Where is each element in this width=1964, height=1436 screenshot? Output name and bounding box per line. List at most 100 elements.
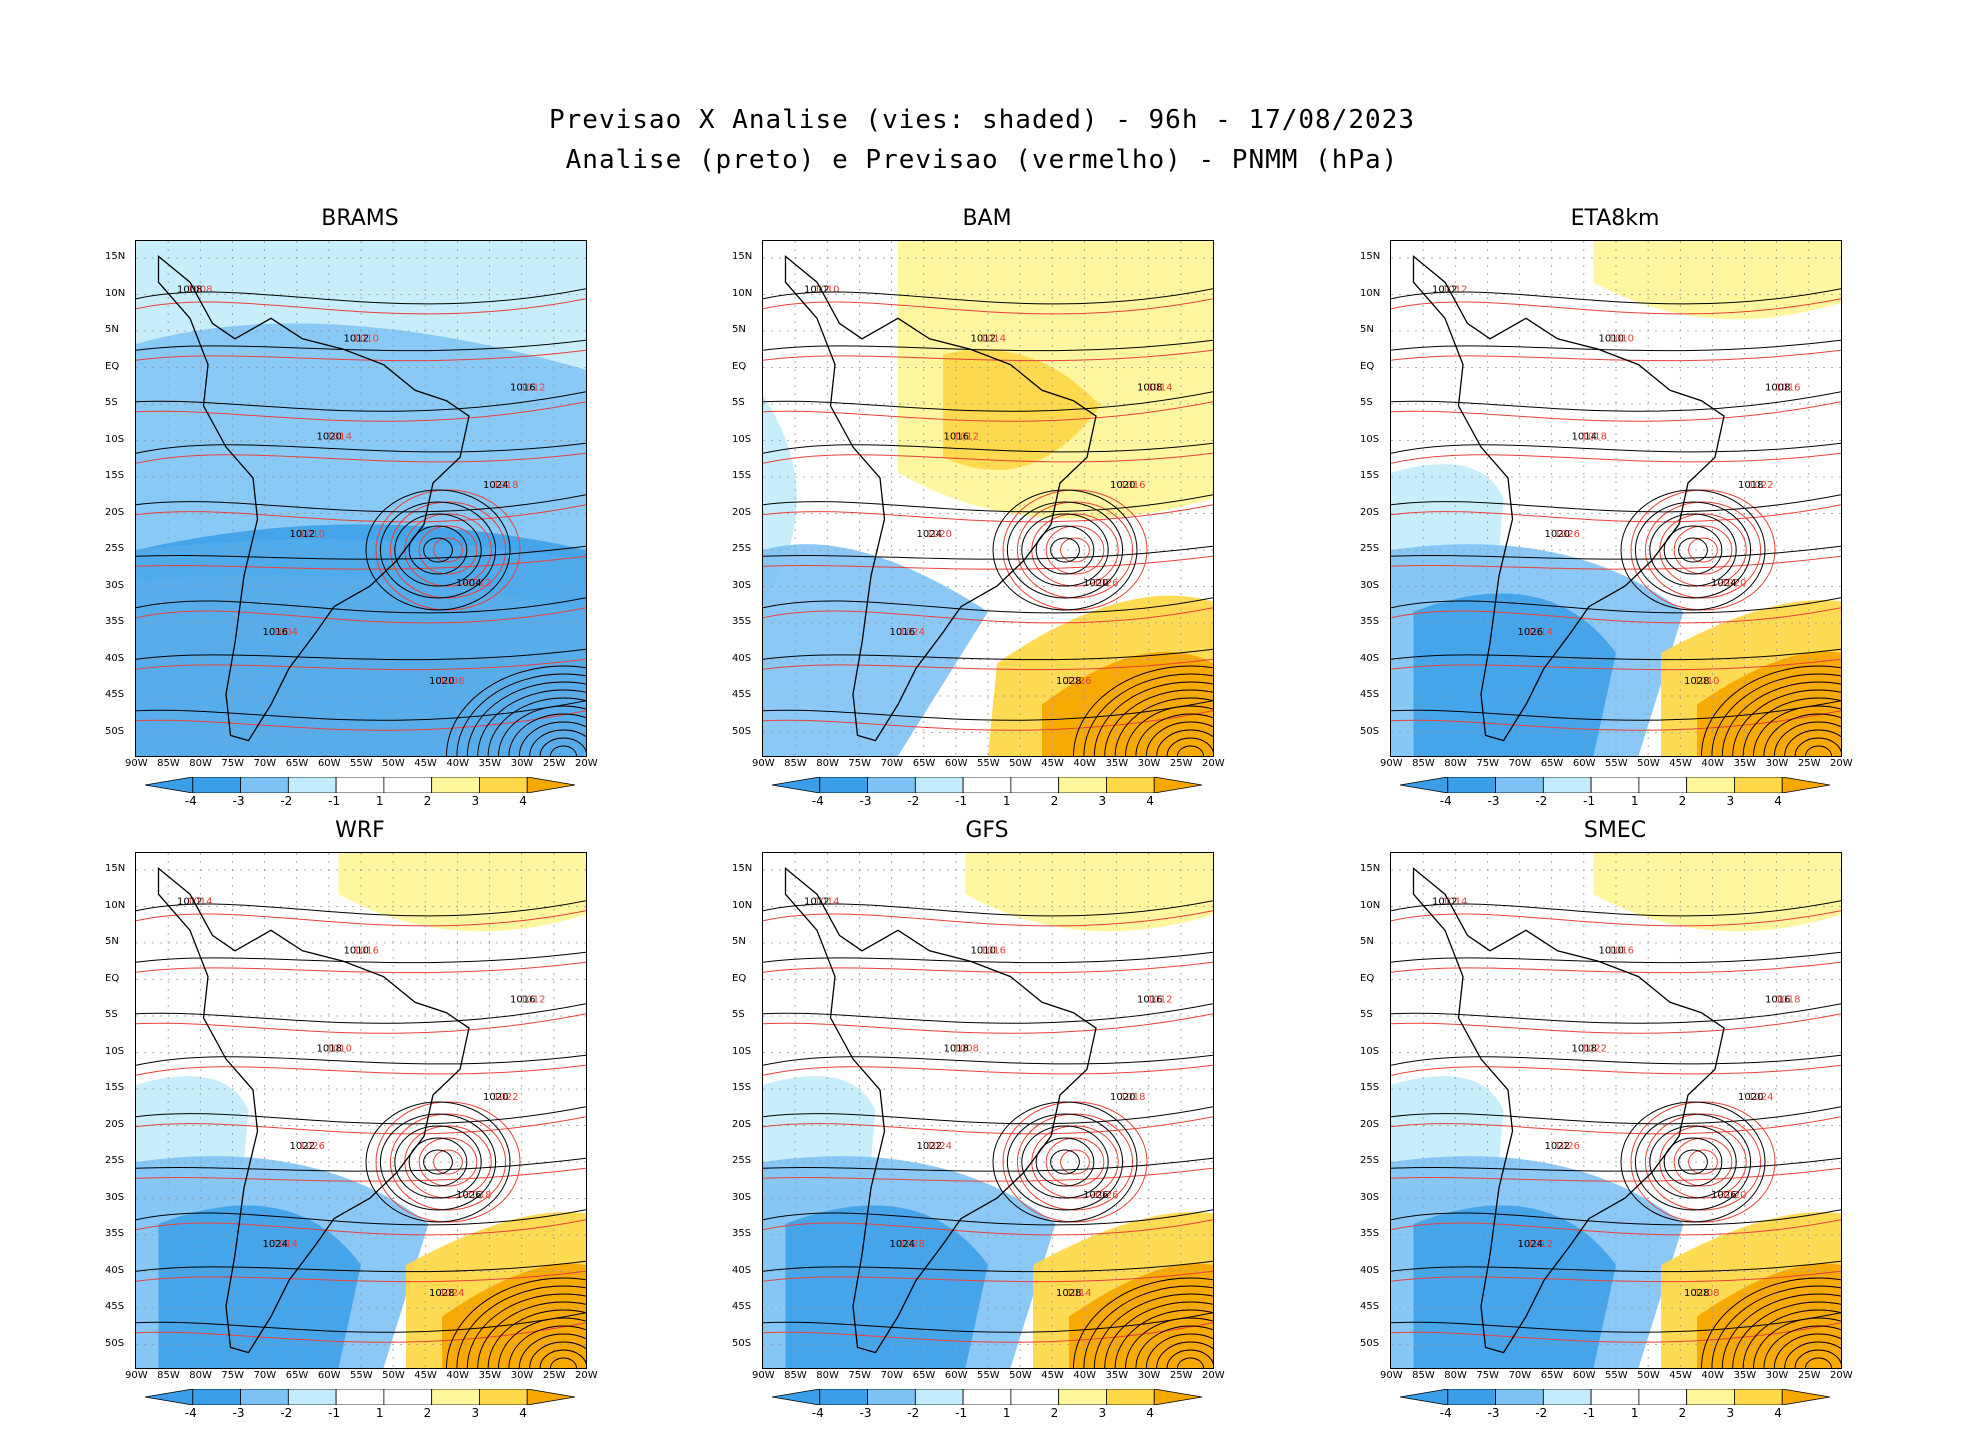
lon-tick-label: 75W — [221, 1370, 245, 1381]
lat-tick-label: 25S — [1360, 1155, 1380, 1166]
colorbar-segment — [1590, 1388, 1640, 1406]
colorbar-tick-label: 4 — [1146, 794, 1154, 808]
analysis-low-ring — [1732, 1301, 1841, 1368]
analysis-low-ring — [1721, 681, 1841, 756]
lat-tick-label: 20S — [105, 506, 125, 518]
colorbar-segment — [1734, 776, 1783, 794]
forecast-isobar — [763, 710, 1213, 731]
forecast-isobar — [763, 607, 1213, 624]
analysis-low-ring — [498, 705, 586, 756]
forecast-contour-label: 1014 — [1528, 627, 1553, 638]
analysis-contour-label: 1020 — [429, 676, 454, 687]
analysis-contour-label: 1026 — [456, 1190, 481, 1201]
analysis-contour-label: 1020 — [1545, 529, 1570, 540]
analysis-isobar — [763, 339, 1213, 352]
analysis-low-ring — [1711, 1285, 1841, 1368]
forecast-isobar — [763, 298, 1213, 315]
lat-tick-label: 20S — [732, 506, 752, 518]
analysis-isobar — [1391, 648, 1841, 661]
forecast-contour-label: 1018 — [1582, 431, 1607, 442]
bias-shading — [1069, 1263, 1213, 1368]
colorbar-tick-label: 2 — [1678, 794, 1687, 808]
lon-tick-label: 70W — [1508, 758, 1532, 769]
forecast-isobar — [763, 961, 1213, 974]
lat-tick-label: 15S — [732, 1082, 752, 1093]
lon-tick-label: 70W — [1508, 1370, 1532, 1381]
analysis-low-ring — [508, 713, 586, 756]
forecast-isobar — [136, 452, 586, 464]
lon-tick-label: 25W — [542, 758, 566, 769]
colorbar-tick-label: 2 — [1678, 1406, 1687, 1420]
colorbar-arrow-left — [1399, 776, 1449, 794]
panel-title: SMEC — [1583, 818, 1647, 843]
lon-tick-label: 90W — [752, 1370, 775, 1381]
forecast-contour-label: 1024 — [439, 1288, 464, 1299]
lat-tick-label: 35S — [732, 1228, 752, 1239]
colorbar-arrow-left — [771, 1388, 821, 1406]
coastline — [157, 867, 470, 1354]
lon-tick-label: 40W — [446, 1370, 470, 1381]
colorbar-segment — [1542, 776, 1592, 794]
bias-shading — [1593, 241, 1841, 320]
lat-tick-label: 35S — [732, 616, 752, 627]
analysis-isobar — [136, 1209, 586, 1226]
forecast-isobar — [136, 1064, 586, 1076]
analysis-low-ring — [1073, 1277, 1213, 1368]
analysis-low-ring — [1093, 681, 1213, 756]
lat-tick-label: 25S — [105, 1155, 125, 1166]
lat-tick-label: 25S — [732, 543, 752, 554]
forecast-contour-label: 1008 — [1694, 1288, 1719, 1299]
analysis-high-ring — [1050, 537, 1080, 563]
analysis-low-ring — [1114, 1309, 1213, 1368]
analysis-low-ring — [550, 1357, 577, 1368]
colorbar-arrow-right — [1781, 1388, 1831, 1406]
colorbar-tick-label: 2 — [423, 794, 432, 808]
analysis-contour-label: 1012 — [177, 897, 202, 908]
analysis-low-ring — [1125, 705, 1213, 756]
lat-tick-label: 10N — [105, 899, 126, 911]
lon-tick-label: 30W — [1137, 758, 1161, 769]
forecast-isobar — [763, 1116, 1213, 1135]
lon-tick-label: 40W — [1701, 758, 1725, 769]
colorbar-segment — [383, 1388, 433, 1406]
analysis-high-ring — [1006, 501, 1124, 599]
colorbar-arrow-left — [144, 1388, 194, 1406]
coastline — [1412, 867, 1725, 1354]
lon-tick-label: 80W — [816, 1370, 839, 1381]
colorbar-tick-label: -2 — [280, 1406, 293, 1420]
forecast-contour-label: 1024 — [900, 627, 925, 638]
forecast-high-ring — [1688, 537, 1718, 563]
analysis-contour-label: 1028 — [1684, 1288, 1709, 1299]
forecast-high-ring — [375, 489, 521, 611]
forecast-contour-label: 1012 — [1528, 1239, 1553, 1250]
colorbar-arrow-left — [1399, 1388, 1449, 1406]
bias-shading — [785, 1205, 988, 1368]
colorbar-segment — [1058, 776, 1107, 794]
forecast-contour-label: 1018 — [1775, 994, 1800, 1005]
analysis-low-ring — [1104, 1301, 1213, 1368]
analysis-high-ring — [1035, 1137, 1095, 1187]
forecast-isobar — [136, 1322, 586, 1343]
forecast-isobar — [1391, 452, 1841, 464]
lat-tick-label: 50S — [105, 1337, 125, 1349]
lon-tick-label: 70W — [880, 1370, 904, 1381]
lon-tick-label: 85W — [784, 1370, 807, 1381]
lat-tick-label: 5S — [1360, 397, 1373, 408]
analysis-high-ring — [379, 501, 497, 599]
analysis-isobar — [136, 494, 586, 513]
lat-tick-label: 10N — [1360, 899, 1381, 911]
colorbar-segment — [1686, 776, 1735, 794]
lon-tick-label: 45W — [414, 1370, 437, 1381]
analysis-isobar — [136, 442, 586, 454]
analysis-low-ring — [539, 737, 586, 756]
colorbar-arrow-right — [526, 776, 576, 794]
colorbar-tick-label: 4 — [1774, 794, 1782, 808]
lat-tick-label: 5N — [732, 324, 746, 335]
analysis-isobar — [763, 545, 1213, 560]
forecast-high-ring — [1644, 1113, 1762, 1211]
colorbar-tick-label: 1 — [1002, 794, 1011, 808]
forecast-contour-label: 1012 — [1442, 285, 1467, 296]
figure-title-line1: Previsao X Analise (vies: shaded) - 96h … — [549, 105, 1415, 135]
colorbar-segment — [431, 1388, 480, 1406]
analysis-low-ring — [1773, 1333, 1841, 1368]
